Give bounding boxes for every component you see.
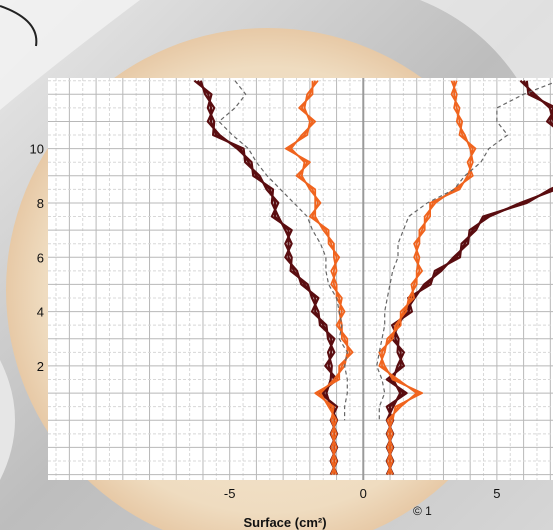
tick-labels: -5 0 5 2 4 6 8 10 xyxy=(30,142,501,501)
x-axis-label: Surface (cm²) xyxy=(243,515,326,530)
series-line-orange-right xyxy=(378,80,477,475)
x-tick-label: -5 xyxy=(224,486,236,501)
x-tick-label: 0 xyxy=(360,486,367,501)
grid xyxy=(48,78,553,480)
series-line-orange-left xyxy=(290,80,349,475)
y-tick-label: 4 xyxy=(37,305,44,320)
series-line-dark-right xyxy=(385,79,553,476)
y-tick-label: 6 xyxy=(37,250,44,265)
series-line-dashed-left xyxy=(218,80,348,421)
x-tick-label: 5 xyxy=(493,486,500,501)
series-line-dashed-right xyxy=(376,82,553,421)
curve-group xyxy=(193,79,553,476)
y-tick-label: 8 xyxy=(37,196,44,211)
copyright-text: © 1 xyxy=(413,504,432,518)
y-tick-label: 10 xyxy=(30,142,44,157)
y-tick-label: 2 xyxy=(37,359,44,374)
